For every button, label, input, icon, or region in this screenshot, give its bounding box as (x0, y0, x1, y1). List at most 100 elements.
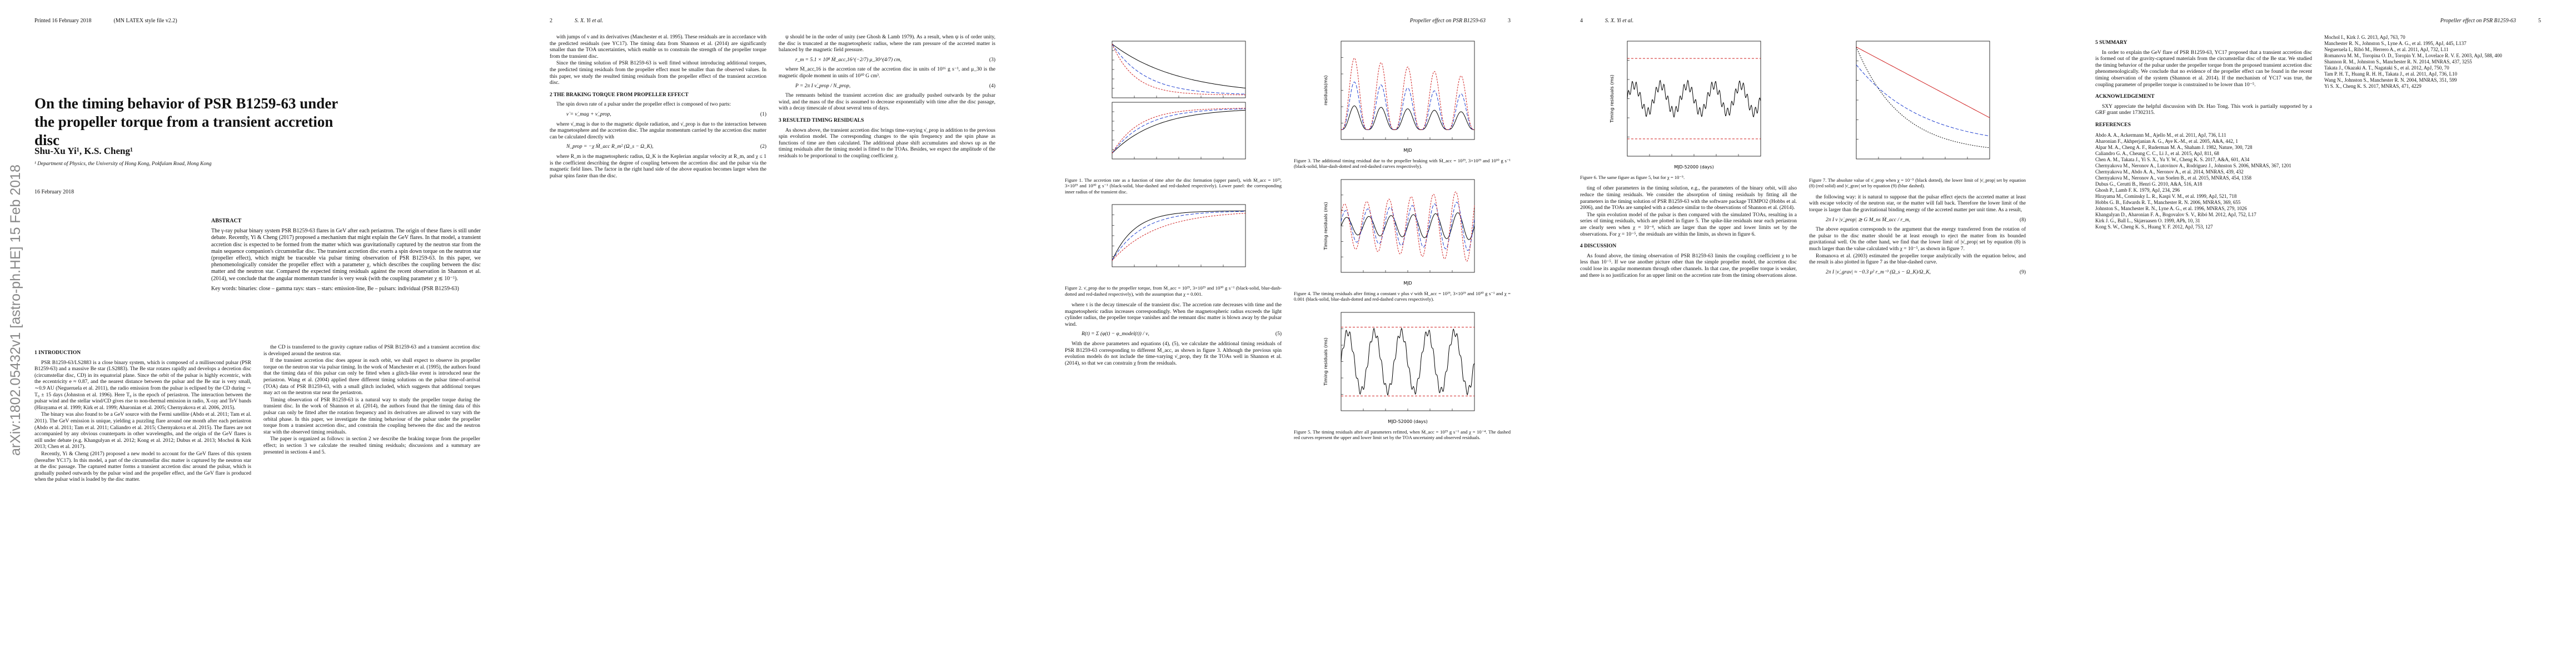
curve (1112, 109, 1246, 154)
figure-caption: Figure 6. The same figure as figure 5, b… (1580, 175, 1685, 180)
plot-frame (1856, 41, 1990, 160)
y-axis-label: Timing residuals (ms) (1323, 337, 1328, 386)
paragraph: the CD is transferred to the gravity cap… (263, 345, 480, 357)
paragraph: with jumps of ν and its derivatives (Man… (550, 34, 766, 59)
curve (1112, 43, 1246, 94)
paragraph: The above equation corresponds to the ar… (1809, 227, 2026, 252)
page: 4 S. X. Yi et al. MJD-52000 (days) Timing r… (1546, 0, 2061, 667)
figure-caption: Figure 1. The accretion rate as a functi… (1065, 177, 1282, 195)
equation-number: (2) (760, 144, 766, 150)
curve (1341, 105, 1474, 130)
x-axis-label: MJD-52000 (days) (1388, 419, 1427, 424)
paragraph: As shown above, the transient accretion … (779, 127, 995, 159)
paragraph: where R_m is the magnetospheric radius, … (550, 153, 766, 179)
authors: Shu-Xu Yi¹, K.S. Cheng¹ (34, 146, 133, 156)
reference: Chen A. M., Takata J., Yi S. X., Yu Y. W… (2095, 156, 2250, 162)
equation-number: (8) (2019, 217, 2026, 223)
curve (1341, 212, 1475, 240)
header-text: Printed 16 February 2018 (34, 18, 92, 24)
column: the CD is transferred to the gravity cap… (263, 345, 480, 645)
paragraph: With the above parameters and equations … (1065, 341, 1282, 366)
figure-caption: Figure 5. The timing residuals after all… (1294, 429, 1511, 441)
curve (1627, 79, 1761, 118)
section-heading: 5 SUMMARY (2095, 40, 2127, 46)
column: 1 INTRODUCTION PSR B1259-63/LS2883 is a c… (34, 345, 251, 645)
running-head: S. X. Yi et al. (1605, 18, 1634, 24)
figure: MJD Timing residuals (ms) Figure 4. The ti… (1294, 175, 1511, 302)
column: 5 SUMMARY In order to explain the GeV fla… (2095, 34, 2312, 645)
curve (1341, 57, 1474, 130)
reference: Yi S. X., Cheng K. S. 2017, MNRAS, 471, … (2324, 83, 2421, 89)
reference: Chernyakova M., Abdo A. A., Neronov A., … (2095, 168, 2244, 175)
column: Figure 1. The accretion rate as a functi… (1065, 34, 1282, 645)
page: 2 S. X. Yi et al. with jumps of ν and its … (515, 0, 1030, 667)
figure-plot (1112, 41, 1246, 160)
plot-frame (1112, 204, 1246, 267)
affiliation: ¹ Department of Physics, the University … (34, 161, 212, 167)
curve (1856, 47, 1990, 118)
paragraph: ψ should be in the order of unity (see G… (779, 34, 995, 53)
reference: Abdo A. A., Ackermann M., Ajello M., et … (2095, 132, 2226, 138)
paragraph: The spin evolution model of the pulsar i… (1580, 212, 1797, 237)
paragraph: The binary was also found to be a GeV so… (34, 412, 251, 450)
column: MJD residuals(ms) Figure 3. The additional… (1294, 34, 1511, 645)
section-heading: 1 INTRODUCTION (34, 350, 81, 356)
section-heading: 4 DISCUSSION (1580, 243, 1617, 250)
paragraph: Romanova et al. (2003) estimated the pro… (1809, 253, 2026, 266)
page: Propeller effect on PSR B1259-63 3 Figure … (1030, 0, 1546, 667)
arxiv-stamp: arXiv:1802.05432v1 [astro-ph.HE] 15 Feb … (8, 165, 23, 456)
figure: MJD residuals(ms) Figure 3. The additional… (1294, 37, 1511, 170)
equation-number: (4) (989, 83, 995, 89)
equation-body: N_prop = −χ Ṁ_acc R_m² (Ω_s − Ω_K), (566, 144, 654, 150)
reference: Aharonian F., Akhperjanian A. G., Aye K.… (2095, 138, 2238, 144)
paragraph: Timing observation of PSR B1259-63 is a … (263, 397, 480, 435)
equation-number: (5) (1275, 331, 1282, 337)
equation: 2π I ν |ν̇_prop| ≳ G M_ns Ṁ_acc / r_m, (8… (1826, 217, 2026, 224)
paper-title: On the timing behavior of PSR B1259-63 u… (34, 95, 338, 148)
page-header: 4 S. X. Yi et al. (1580, 18, 2026, 24)
section-heading: ACKNOWLEDGEMENT (2095, 94, 2155, 100)
figure: MJD-52000 (days) Timing residuals (ms) Fig… (1294, 308, 1511, 441)
curve (1112, 43, 1246, 96)
curve (1341, 202, 1475, 251)
paragraph: SXY appreciate the helpful discussion wi… (2095, 103, 2312, 116)
paragraph: The spin down rate of a pulsar under the… (556, 102, 731, 108)
page: Propeller effect on PSR B1259-63 5 5 SUMMA… (2061, 0, 2576, 667)
running-head: S. X. Yi et al. (575, 18, 604, 24)
figure: Figure 7. The absolute value of ν̇_prop … (1809, 37, 2026, 189)
figure-plot: MJD Timing residuals (ms) (1323, 179, 1475, 286)
equation-body: 2π I |ν̇_grav| ≈ −0.3 μ² r_m⁻³ (Ω_s − Ω_… (1826, 269, 1931, 275)
equation-body: ν̇ = ν̇_mag + ν̇_prop, (566, 111, 611, 117)
reference: Hirayama M., Cominsky L. R., Kaspi V. M.… (2095, 193, 2237, 199)
reference: Ghosh P., Lamb F. K. 1979, ApJ, 234, 296 (2095, 187, 2180, 193)
curve (1341, 81, 1474, 130)
abstract: ABSTRACT The γ-ray pulsar binary system P… (211, 218, 481, 292)
curve (1112, 213, 1246, 261)
reference: Kong S. W., Cheng K. S., Huang Y. F. 201… (2095, 223, 2213, 230)
paragraph: ting of other parameters in the timing s… (1580, 186, 1797, 211)
figure: MJD-52000 (days) Timing residuals (ms) Fig… (1580, 37, 1797, 180)
column: Figure 7. The absolute value of ν̇_prop … (1809, 34, 2026, 645)
page-number: 3 (1508, 18, 1511, 24)
equation-body: 2π I ν |ν̇_prop| ≳ G M_ns Ṁ_acc / r_m, (1826, 217, 1911, 223)
equation: N_prop = −χ Ṁ_acc R_m² (Ω_s − Ω_K), (2) (566, 144, 766, 151)
paragraph: the following way: it is natural to supp… (1809, 194, 2026, 213)
section-heading: 3 RESULTED TIMING RESIDUALS (779, 117, 864, 123)
equation: ν̇ = ν̇_mag + ν̇_prop, (1) (566, 112, 766, 118)
paragraph: where ν̇_mag is due to the magnetic dipo… (550, 121, 766, 140)
reference: Kirk J. G., Ball L., Skjæraasen O. 1999,… (2095, 217, 2200, 223)
page: Printed 16 February 2018 (MN LATEX style … (0, 0, 515, 667)
figure: Figure 2. ν̇_prop due to the propeller t… (1065, 200, 1282, 297)
equation: 2π I |ν̇_grav| ≈ −0.3 μ² r_m⁻³ (Ω_s − Ω_… (1826, 270, 2026, 276)
reference: Chernyakova M., Neronov A., Lutovinov A.… (2095, 162, 2291, 168)
plot-frame (1112, 102, 1246, 160)
curve (1341, 327, 1475, 396)
equation-number: (1) (760, 111, 766, 117)
reference: Johnston S., Manchester R. N., Lyne A. G… (2095, 205, 2247, 211)
reference: Romanova M. M., Toropina O. D., Toropin … (2324, 53, 2502, 58)
curve (1112, 43, 1246, 88)
curve (1856, 47, 1990, 148)
curve (1112, 211, 1246, 261)
paragraph: PSR B1259-63/LS2883 is a close binary sy… (34, 360, 251, 411)
